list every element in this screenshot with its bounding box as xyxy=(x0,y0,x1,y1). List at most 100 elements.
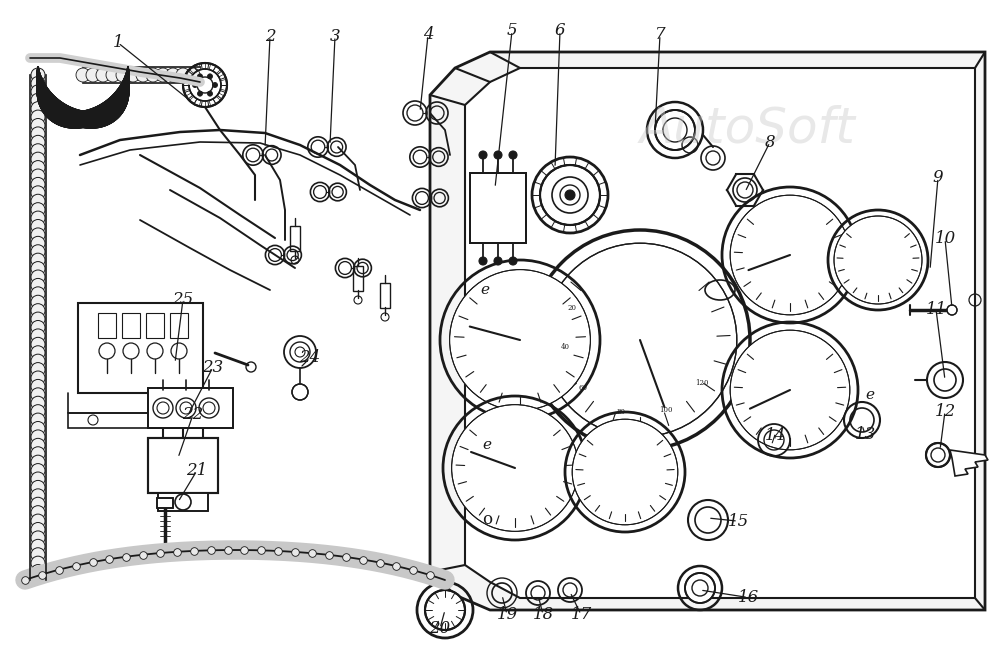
Circle shape xyxy=(31,93,45,107)
Text: 5: 5 xyxy=(507,22,517,39)
Circle shape xyxy=(31,565,45,578)
Circle shape xyxy=(31,211,45,225)
Text: 7: 7 xyxy=(655,26,665,43)
Circle shape xyxy=(31,345,45,360)
Circle shape xyxy=(452,405,578,532)
Circle shape xyxy=(543,243,737,437)
Bar xyxy=(157,498,173,508)
Bar xyxy=(68,413,213,428)
Circle shape xyxy=(31,480,45,494)
Circle shape xyxy=(31,118,45,132)
Circle shape xyxy=(153,398,173,418)
Circle shape xyxy=(176,398,196,418)
Circle shape xyxy=(685,573,715,603)
Text: 17: 17 xyxy=(570,606,592,623)
Circle shape xyxy=(176,68,190,82)
Circle shape xyxy=(31,354,45,368)
Text: 23: 23 xyxy=(202,359,224,376)
Bar xyxy=(122,313,140,338)
Text: 4: 4 xyxy=(423,26,433,43)
Polygon shape xyxy=(430,52,985,610)
Circle shape xyxy=(175,494,191,510)
Text: 22: 22 xyxy=(182,406,204,423)
Circle shape xyxy=(179,417,187,425)
Text: 20: 20 xyxy=(568,304,577,313)
Circle shape xyxy=(565,190,575,200)
Text: 19: 19 xyxy=(496,606,518,623)
Circle shape xyxy=(31,422,45,436)
Circle shape xyxy=(834,216,922,304)
Bar xyxy=(157,498,173,508)
Circle shape xyxy=(31,312,45,326)
Circle shape xyxy=(31,262,45,276)
Circle shape xyxy=(31,430,45,444)
Circle shape xyxy=(31,556,45,570)
Circle shape xyxy=(31,303,45,318)
Bar xyxy=(148,388,233,428)
Text: 8: 8 xyxy=(765,134,775,151)
Circle shape xyxy=(479,151,487,159)
Circle shape xyxy=(31,143,45,158)
Circle shape xyxy=(509,151,517,159)
Circle shape xyxy=(31,472,45,486)
Text: 20: 20 xyxy=(429,620,451,637)
Circle shape xyxy=(31,388,45,402)
Circle shape xyxy=(96,68,110,82)
Circle shape xyxy=(494,257,502,265)
Circle shape xyxy=(136,68,150,82)
Circle shape xyxy=(31,76,45,90)
Circle shape xyxy=(31,320,45,334)
Circle shape xyxy=(199,398,219,418)
Text: 3: 3 xyxy=(330,28,340,45)
Bar xyxy=(98,313,116,338)
Bar xyxy=(353,266,363,291)
Bar xyxy=(170,313,188,338)
Circle shape xyxy=(31,278,45,292)
Circle shape xyxy=(31,489,45,503)
Circle shape xyxy=(76,68,90,82)
Circle shape xyxy=(106,68,120,82)
Text: 16: 16 xyxy=(737,589,759,606)
Circle shape xyxy=(31,540,45,553)
Circle shape xyxy=(31,253,45,267)
Text: 6: 6 xyxy=(555,22,565,39)
Circle shape xyxy=(509,257,517,265)
Bar xyxy=(470,173,526,243)
Circle shape xyxy=(31,363,45,376)
Circle shape xyxy=(31,270,45,284)
Circle shape xyxy=(31,514,45,528)
Circle shape xyxy=(730,330,850,450)
Circle shape xyxy=(31,287,45,301)
Circle shape xyxy=(31,68,45,82)
Circle shape xyxy=(212,82,218,88)
Circle shape xyxy=(31,438,45,452)
Bar xyxy=(78,303,203,393)
Circle shape xyxy=(31,464,45,478)
Circle shape xyxy=(730,195,850,315)
Circle shape xyxy=(31,85,45,99)
Circle shape xyxy=(86,68,100,82)
Text: 40: 40 xyxy=(561,343,570,351)
Circle shape xyxy=(31,161,45,174)
Text: 21: 21 xyxy=(186,462,208,479)
Text: 18: 18 xyxy=(532,606,554,623)
Circle shape xyxy=(31,194,45,208)
Bar xyxy=(148,388,233,428)
Circle shape xyxy=(31,531,45,545)
Circle shape xyxy=(31,447,45,461)
Circle shape xyxy=(31,152,45,166)
Circle shape xyxy=(31,455,45,469)
Polygon shape xyxy=(950,450,988,476)
Text: 60: 60 xyxy=(578,384,587,392)
Circle shape xyxy=(31,295,45,309)
Circle shape xyxy=(31,220,45,234)
Circle shape xyxy=(425,590,465,630)
Text: 80: 80 xyxy=(616,409,625,417)
Circle shape xyxy=(31,505,45,520)
Circle shape xyxy=(31,110,45,124)
Text: 24: 24 xyxy=(299,349,321,367)
Circle shape xyxy=(208,91,212,96)
Circle shape xyxy=(31,396,45,410)
Circle shape xyxy=(31,186,45,200)
Circle shape xyxy=(31,245,45,259)
